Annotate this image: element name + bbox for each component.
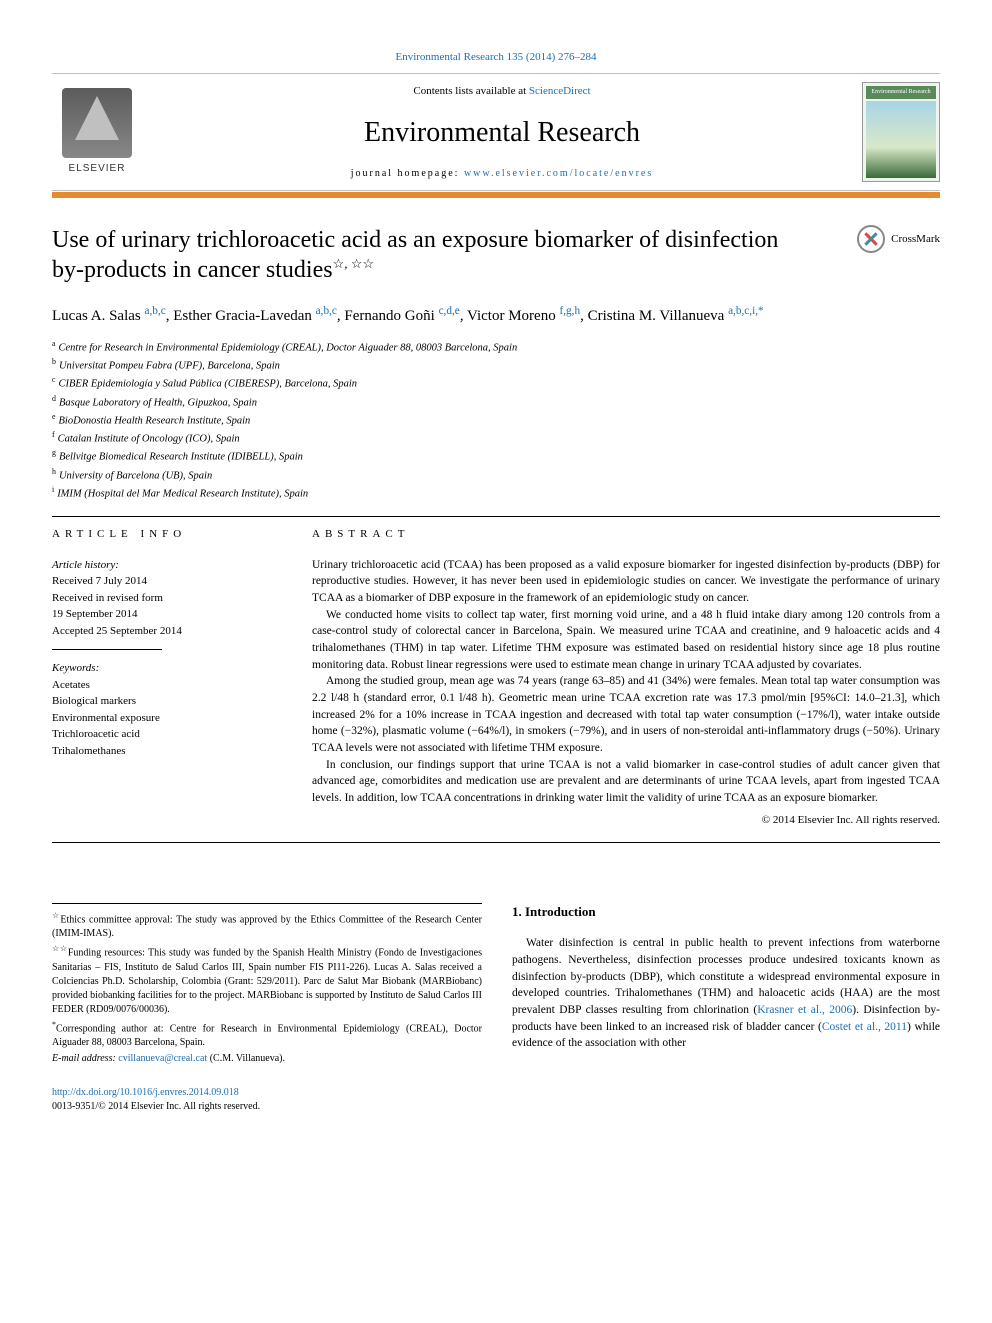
publisher-name: ELSEVIER	[69, 162, 126, 176]
abstract-paragraph: Urinary trichloroacetic acid (TCAA) has …	[312, 557, 940, 607]
homepage-prefix: journal homepage:	[351, 168, 464, 179]
keywords-list: AcetatesBiological markersEnvironmental …	[52, 677, 282, 760]
history-line: 19 September 2014	[52, 606, 282, 623]
keyword-item: Biological markers	[52, 693, 282, 710]
email-link[interactable]: cvillanueva@creal.cat	[118, 1053, 207, 1064]
abstract-heading: abstract	[312, 527, 940, 542]
copyright-line: © 2014 Elsevier Inc. All rights reserved…	[312, 813, 940, 828]
author-name: , Fernando Goñi	[337, 308, 439, 324]
author-name: Lucas A. Salas	[52, 308, 144, 324]
keyword-item: Trihalomethanes	[52, 743, 282, 760]
journal-title: Environmental Research	[142, 113, 862, 152]
article-info-column: article info Article history: Received 7…	[52, 527, 282, 828]
affiliation-line: gBellvitge Biomedical Research Institute…	[52, 447, 940, 465]
bottom-two-col: ☆Ethics committee approval: The study wa…	[52, 903, 940, 1068]
homepage-line: journal homepage: www.elsevier.com/locat…	[142, 167, 862, 181]
footnotes-list: ☆Ethics committee approval: The study wa…	[52, 910, 482, 1050]
keyword-item: Environmental exposure	[52, 710, 282, 727]
info-abstract-row: article info Article history: Received 7…	[52, 527, 940, 828]
affiliation-line: hUniversity of Barcelona (UB), Spain	[52, 466, 940, 484]
crossmark-badge[interactable]: CrossMark	[857, 225, 940, 253]
title-section: CrossMark Use of urinary trichloroacetic…	[52, 225, 940, 502]
history-lines: Received 7 July 2014Received in revised …	[52, 573, 282, 639]
email-label: E-mail address:	[52, 1053, 118, 1064]
article-title: Use of urinary trichloroacetic acid as a…	[52, 225, 940, 285]
title-footnote-marks: ☆, ☆☆	[333, 256, 374, 271]
crossmark-icon	[857, 225, 885, 253]
intro-paragraph: Water disinfection is central in public …	[512, 935, 940, 1052]
contents-line: Contents lists available at ScienceDirec…	[142, 84, 862, 99]
cover-thumb-image	[866, 101, 936, 179]
section-rule	[52, 516, 940, 517]
affiliation-line: fCatalan Institute of Oncology (ICO), Sp…	[52, 429, 940, 447]
issn-line: 0013-9351/© 2014 Elsevier Inc. All right…	[52, 1101, 260, 1112]
elsevier-tree-icon	[62, 88, 132, 158]
homepage-link[interactable]: www.elsevier.com/locate/envres	[464, 168, 653, 179]
article-info-block: Article history: Received 7 July 2014Rec…	[52, 557, 282, 760]
publisher-logo[interactable]: ELSEVIER	[52, 82, 142, 182]
running-head-link[interactable]: Environmental Research 135 (2014) 276–28…	[395, 51, 596, 63]
authors-line: Lucas A. Salas a,b,c, Esther Gracia-Lave…	[52, 303, 940, 328]
footnote-item: *Corresponding author at: Centre for Res…	[52, 1019, 482, 1050]
intro-heading: 1. Introduction	[512, 903, 940, 921]
abstract-paragraph: In conclusion, our findings support that…	[312, 757, 940, 807]
cover-thumbnail[interactable]: Environmental Research	[862, 82, 940, 182]
abstract-text: Urinary trichloroacetic acid (TCAA) has …	[312, 557, 940, 807]
affiliations-list: aCentre for Research in Environmental Ep…	[52, 338, 940, 502]
abstract-column: abstract Urinary trichloroacetic acid (T…	[312, 527, 940, 828]
affiliation-line: cCIBER Epidemiología y Salud Pública (CI…	[52, 374, 940, 392]
history-line: Received in revised form	[52, 590, 282, 607]
intro-column: 1. Introduction Water disinfection is ce…	[512, 903, 940, 1068]
running-head: Environmental Research 135 (2014) 276–28…	[52, 50, 940, 65]
sciencedirect-link[interactable]: ScienceDirect	[529, 85, 591, 97]
history-label: Article history:	[52, 557, 282, 574]
author-affiliation-link[interactable]: f,g,h	[559, 305, 580, 317]
article-info-heading: article info	[52, 527, 282, 542]
keyword-item: Trichloroacetic acid	[52, 726, 282, 743]
author-affiliation-link[interactable]: a,b,c	[144, 305, 165, 317]
author-affiliation-link[interactable]: c,d,e	[439, 305, 460, 317]
journal-header: ELSEVIER Contents lists available at Sci…	[52, 73, 940, 191]
abstract-paragraph: We conducted home visits to collect tap …	[312, 607, 940, 674]
affiliation-line: dBasque Laboratory of Health, Gipuzkoa, …	[52, 393, 940, 411]
page-footer: http://dx.doi.org/10.1016/j.envres.2014.…	[52, 1086, 940, 1114]
citation-link-1[interactable]: Krasner et al., 2006	[757, 1004, 852, 1016]
email-line: E-mail address: cvillanueva@creal.cat (C…	[52, 1052, 482, 1066]
section-rule-2	[52, 842, 940, 843]
author-name: , Victor Moreno	[460, 308, 560, 324]
affiliation-line: iIMIM (Hospital del Mar Medical Research…	[52, 484, 940, 502]
article-title-text: Use of urinary trichloroacetic acid as a…	[52, 227, 778, 283]
contents-prefix: Contents lists available at	[413, 85, 528, 97]
email-suffix: (C.M. Villanueva).	[207, 1053, 285, 1064]
footnote-item: ☆☆Funding resources: This study was fund…	[52, 943, 482, 1016]
doi-link[interactable]: http://dx.doi.org/10.1016/j.envres.2014.…	[52, 1087, 239, 1098]
author-affiliation-link[interactable]: a,b,c,i,*	[728, 305, 764, 317]
crossmark-label: CrossMark	[891, 232, 940, 247]
keyword-item: Acetates	[52, 677, 282, 694]
info-divider	[52, 649, 162, 650]
author-name: , Esther Gracia-Lavedan	[166, 308, 316, 324]
citation-link-2[interactable]: Costet et al., 2011	[822, 1021, 907, 1033]
page-container: Environmental Research 135 (2014) 276–28…	[0, 0, 992, 1154]
history-line: Accepted 25 September 2014	[52, 623, 282, 640]
header-center: Contents lists available at ScienceDirec…	[142, 84, 862, 181]
footnote-item: ☆Ethics committee approval: The study wa…	[52, 910, 482, 941]
author-name: , Cristina M. Villanueva	[580, 308, 728, 324]
history-line: Received 7 July 2014	[52, 573, 282, 590]
abstract-paragraph: Among the studied group, mean age was 74…	[312, 673, 940, 756]
affiliation-line: aCentre for Research in Environmental Ep…	[52, 338, 940, 356]
cover-thumb-title: Environmental Research	[866, 86, 936, 98]
author-affiliation-link[interactable]: a,b,c	[316, 305, 337, 317]
footnotes-column: ☆Ethics committee approval: The study wa…	[52, 903, 482, 1068]
affiliation-line: bUniversitat Pompeu Fabra (UPF), Barcelo…	[52, 356, 940, 374]
keywords-label: Keywords:	[52, 660, 282, 677]
affiliation-line: eBioDonostia Health Research Institute, …	[52, 411, 940, 429]
